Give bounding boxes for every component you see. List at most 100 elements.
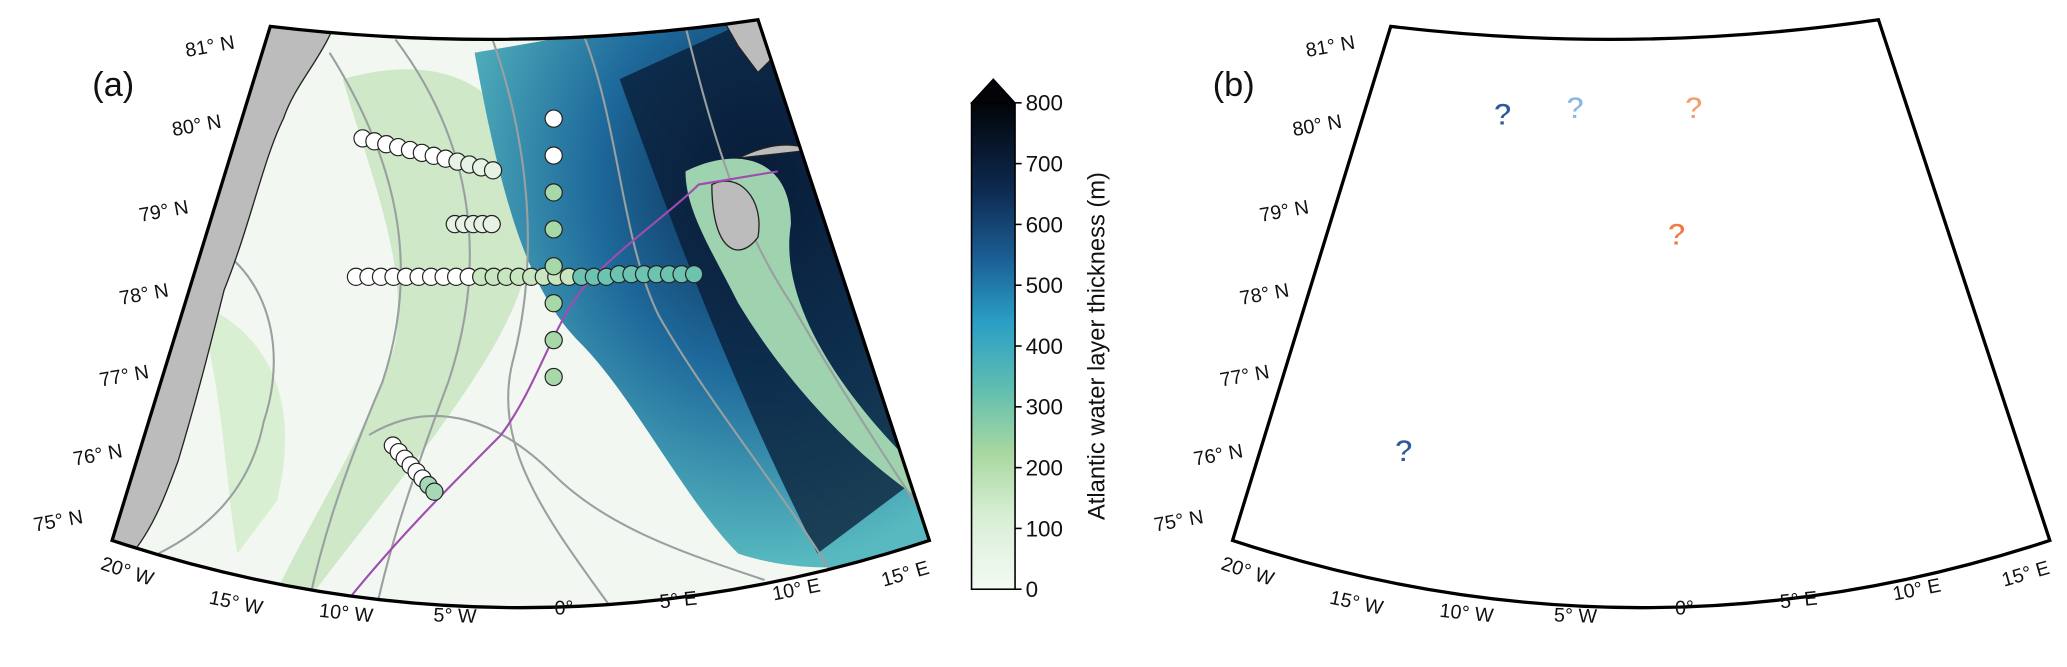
arrow-blue: [1358, 560, 1379, 586]
question-mark: ?: [1684, 90, 1703, 126]
station: [1518, 142, 1527, 151]
depth-contour: [1608, 26, 1740, 619]
station: [544, 109, 563, 128]
station: [425, 482, 444, 501]
current-lightblue: [1621, 0, 1647, 158]
station: [1633, 274, 1642, 283]
station: [1567, 274, 1576, 283]
station: [544, 220, 563, 239]
station: [1554, 274, 1563, 283]
lat-label: 76° N: [1192, 440, 1245, 470]
station: [1656, 270, 1665, 279]
colorbar-tick-label: 0: [1026, 577, 1038, 602]
station: [1685, 274, 1694, 283]
depth-contour: [684, 26, 930, 555]
lon-label: 10° E: [1891, 574, 1943, 605]
lat-label: 81° N: [184, 32, 237, 62]
station: [1606, 274, 1615, 283]
station: [1501, 274, 1510, 283]
lat-label: 76° N: [72, 440, 125, 470]
section: [1500, 446, 1540, 499]
north-coast: [1832, 0, 1911, 73]
station: [544, 183, 563, 202]
station: [1597, 154, 1606, 163]
station: [483, 161, 503, 180]
station: [1610, 156, 1619, 165]
lat-label: 79° N: [1258, 196, 1311, 226]
station: [1764, 274, 1773, 283]
current-orange: [1595, 270, 1806, 310]
station: [1492, 138, 1501, 147]
current-orange: [1661, 125, 1938, 567]
svalbard: [1832, 132, 2067, 422]
station: [1656, 183, 1665, 192]
station: [1461, 274, 1470, 283]
lon-label: 15° W: [1328, 587, 1386, 620]
lat-label: 78° N: [1238, 279, 1291, 309]
depth-contour: [1490, 416, 1885, 580]
station: [1623, 158, 1632, 167]
station: [1531, 144, 1540, 153]
arrow-blue: [1495, 129, 1516, 198]
recirc-orange: [1630, 198, 1655, 238]
station: [1581, 221, 1590, 230]
station: [1557, 148, 1566, 157]
station: [684, 265, 704, 284]
station: [1540, 274, 1549, 283]
station: [1738, 274, 1747, 283]
lat-label: 78° N: [118, 279, 171, 309]
station: [1637, 160, 1646, 169]
colorbar-extend: [970, 78, 1017, 104]
shelf-green: [197, 303, 286, 554]
colorbar-tick-label: 400: [1026, 334, 1063, 359]
colorbar-tick-label: 700: [1026, 152, 1063, 177]
map-frame: [1230, 17, 2052, 610]
station: [1474, 274, 1483, 283]
colorbar-tick-label: 500: [1026, 273, 1063, 298]
station: [1557, 221, 1566, 230]
lon-label: 15° E: [879, 557, 932, 592]
station: [1656, 212, 1665, 221]
station: [1656, 241, 1665, 250]
station: [544, 330, 563, 350]
station: [1725, 274, 1734, 283]
lat-label: 79° N: [137, 196, 190, 226]
station: [1712, 274, 1721, 283]
station: [1593, 274, 1602, 283]
station: [1527, 274, 1536, 283]
station: [1778, 274, 1787, 283]
station: [1699, 274, 1708, 283]
map-frame: [110, 17, 932, 610]
lon-label: 10° W: [1438, 600, 1494, 628]
station: [1505, 140, 1514, 149]
colorbar-fill: [970, 102, 1016, 591]
station: [1646, 274, 1655, 283]
station: [482, 214, 501, 234]
current-orange: [1443, 122, 1674, 567]
station: [1478, 136, 1487, 145]
lat-label: 81° N: [1304, 32, 1357, 62]
station: [1488, 274, 1497, 283]
station: [1656, 154, 1665, 163]
station: [1619, 274, 1628, 283]
station: [1580, 274, 1589, 283]
lat-label: 80° N: [170, 111, 223, 141]
depth-contour: [157, 236, 275, 555]
current-lightblue: [1595, 0, 1635, 185]
depth-contour: [1701, 26, 1965, 593]
colorbar-tick-label: 300: [1026, 395, 1063, 420]
arrow-blue: [1368, 382, 1483, 580]
lon-label: 5° W: [1554, 604, 1598, 628]
lon-label: 5° E: [658, 587, 698, 613]
colorbar-tick-label: 100: [1026, 516, 1063, 541]
map-panel: (a) 81° N 80° N 79° N 78° N 77° N 76° N 75° N 20…: [32, 17, 932, 628]
depth-contour: [368, 38, 471, 608]
station: [1584, 152, 1593, 161]
panel-label: (a): [92, 66, 134, 104]
station: [1571, 150, 1580, 159]
lon-label: 10° W: [318, 600, 374, 628]
lon-label: 20° W: [98, 553, 157, 591]
colorbar-tick-label: 200: [1026, 456, 1063, 481]
question-mark: ?: [1394, 432, 1413, 468]
